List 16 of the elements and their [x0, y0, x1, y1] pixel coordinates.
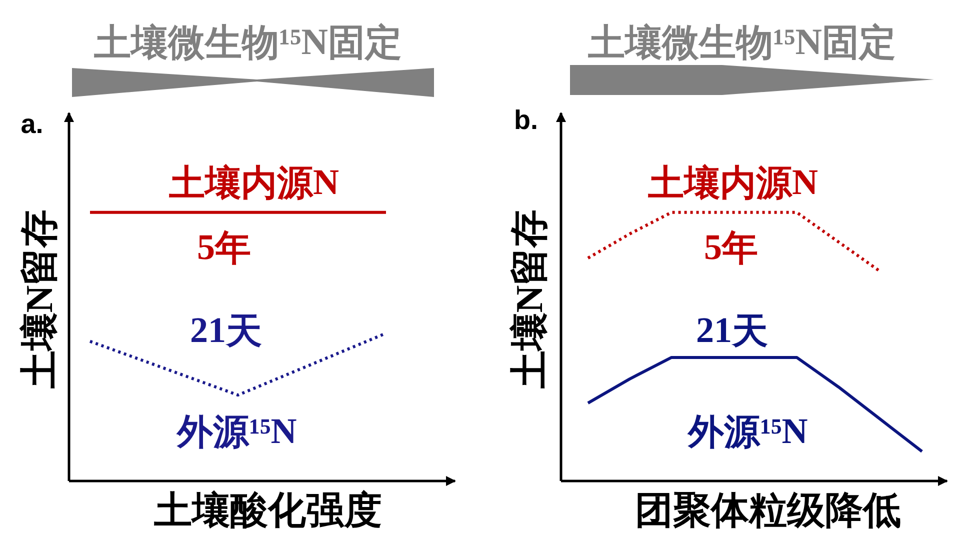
annotation: 5年 [197, 226, 251, 268]
series-label: 土壤内源N [648, 162, 818, 202]
x-axis-title: 团聚体粒级降低 [635, 490, 901, 532]
series-label: 外源¹⁵N [176, 410, 297, 452]
x-axis-title: 土壤酸化强度 [154, 489, 382, 532]
annotation: 21天 [696, 310, 768, 350]
text: b. [514, 105, 538, 135]
series-label: 土壤内源N [169, 162, 339, 202]
series-label: 外源¹⁵N [687, 410, 808, 452]
text: a. [20, 109, 44, 139]
annotation: 21天 [190, 310, 262, 350]
y-axis-title: 土壤N留存 [19, 209, 61, 389]
annotation: 5年 [704, 226, 758, 268]
chart-title: 土壤微生物¹⁵N固定 [588, 22, 896, 62]
chart-title: 土壤微生物¹⁵N固定 [94, 22, 402, 62]
y-axis-title: 土壤N留存 [509, 209, 551, 389]
